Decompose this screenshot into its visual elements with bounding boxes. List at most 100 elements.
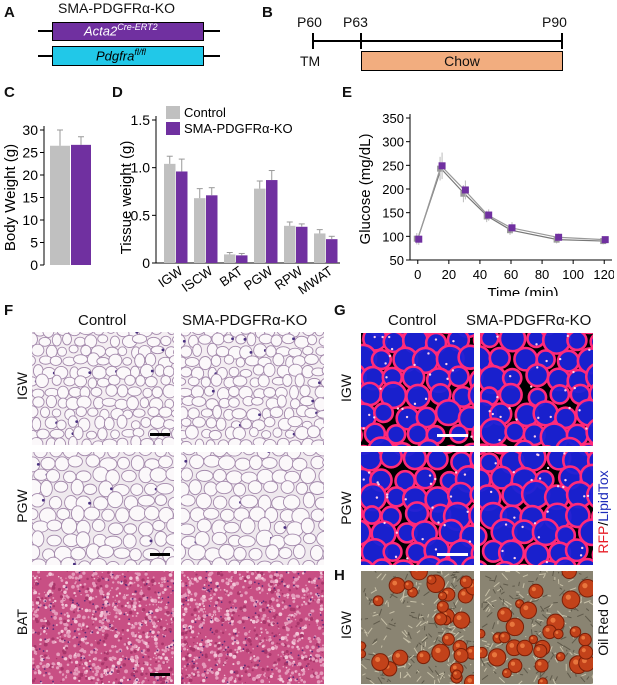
e-y-tick-label: 300 [382, 135, 404, 150]
c-y-tick-label: 0 [30, 257, 38, 273]
d-y-axis-label: Tissue weight (g) [118, 141, 135, 255]
f-col-title-ko: SMA-PDGFRα-KO [182, 312, 308, 329]
tick-p63: P63 [343, 14, 368, 30]
g-col-title-ko: SMA-PDGFRα-KO [466, 312, 592, 329]
f-he-igw-ko [181, 332, 324, 445]
c-bar-control [50, 145, 70, 265]
g-scale-bar-pgw [437, 553, 468, 556]
timeline-tick-p90 [561, 33, 563, 49]
h-side-label-wrap: Oil Red O [595, 594, 617, 655]
timeline-line [312, 40, 563, 42]
timeline-tick-p63 [360, 33, 362, 49]
d-bar-bat-control [224, 254, 236, 263]
d-bar-mwat-control [314, 233, 326, 263]
e-point-ko [415, 235, 423, 243]
h-oilred-control [361, 571, 474, 684]
c-y-axis-label: Body Weight (g) [2, 144, 19, 251]
g-fluor-pgw-ko [480, 452, 593, 565]
f-he-igw-control [32, 332, 174, 445]
tm-label: TM [300, 53, 321, 69]
g-side-label: RFP/LipidTox [595, 447, 611, 577]
e-x-tick-label: 0 [414, 267, 421, 282]
d-bar-rpw-control [284, 225, 296, 263]
c-y-tick-label: 10 [22, 212, 38, 228]
panel-letter-a: A [4, 4, 15, 21]
e-y-tick-label: 100 [382, 229, 404, 244]
gene1-label: Acta2Cre-ERT2 [84, 22, 158, 38]
panel-letter-g: G [334, 302, 346, 319]
d-bar-mwat-ko [326, 239, 338, 263]
d-x-tick-label: PGW [241, 263, 276, 294]
panel-e-chart: 50 100 150 200 250 300 350 0 20 40 60 80 100 120 Gluco… [357, 111, 614, 296]
gene1-main: Acta2 [84, 23, 118, 39]
d-bar-pgw-control [254, 188, 266, 263]
g-fluor-pgw-control [361, 452, 474, 565]
e-x-tick-label: 40 [473, 267, 487, 282]
g-fluor-igw-ko [480, 333, 593, 446]
g-side-label-lipidtox: LipidTox [595, 470, 611, 522]
f-row-igw: IGW [14, 372, 30, 400]
c-bar-ko [71, 144, 91, 265]
h-row-igw: IGW [338, 611, 354, 639]
f-he-pgw-ko [181, 452, 324, 565]
f-he-bat-ko [181, 571, 324, 684]
c-y-tick-label: 20 [22, 167, 38, 183]
d-legend-label-ko: SMA-PDGFRα-KO [184, 121, 293, 136]
e-x-tick-label: 60 [504, 267, 518, 282]
d-legend-swatch-control [166, 106, 180, 119]
f-col-title-control: Control [78, 312, 127, 329]
d-y-tick-label: 0 [142, 255, 150, 271]
e-x-axis-label: Time (min) [487, 285, 558, 296]
g-side-label-wrap: RFP/LipidTox [595, 470, 617, 553]
g-side-label-sep: / [595, 521, 611, 526]
tick-p60: P60 [297, 14, 322, 30]
g-row-pgw: PGW [338, 491, 354, 525]
d-y-tick-label: 1.0 [131, 160, 151, 176]
g-scale-bar-igw [437, 434, 468, 437]
timeline-tick-p60 [312, 33, 314, 49]
panel-letter-d: D [112, 84, 123, 101]
e-point-ko [555, 233, 563, 241]
d-y-tick-label: 1.5 [131, 112, 151, 128]
g-side-label-rfp: RFP [595, 525, 611, 554]
gene1-box [52, 22, 204, 41]
e-y-tick-label: 250 [382, 158, 404, 173]
d-x-tick-label: MWAT [295, 263, 335, 296]
g-col-title-control: Control [388, 312, 437, 329]
d-bar-igw-ko [176, 171, 188, 263]
e-point-ko [438, 162, 446, 170]
panel-letter-b: B [262, 4, 273, 21]
f-row-pgw: PGW [14, 489, 30, 523]
e-y-tick-label: 150 [382, 206, 404, 221]
c-y-tick-label: 5 [30, 235, 38, 251]
d-bar-iscw-control [194, 198, 206, 263]
gene1-sup: Cre-ERT2 [117, 22, 158, 32]
f-scale-bar-pgw [150, 553, 170, 556]
f-he-pgw-control [32, 452, 174, 565]
c-y-tick-label: 25 [22, 145, 38, 161]
e-x-tick-label: 100 [562, 267, 584, 282]
d-legend-label-control: Control [184, 105, 226, 120]
gene2-label: Pdgfrafl/fl [96, 47, 146, 63]
gene2-sup: fl/fl [134, 47, 146, 57]
tick-p90: P90 [542, 14, 567, 30]
d-bar-iscw-ko [206, 195, 218, 263]
panel-letter-h: H [334, 567, 345, 584]
f-he-bat-control [32, 571, 174, 684]
chow-bar: Chow [361, 51, 563, 71]
d-bar-bat-ko [236, 255, 248, 263]
e-y-axis-label: Glucose (mg/dL) [357, 134, 374, 245]
panel-letter-c: C [4, 84, 15, 101]
e-point-ko [508, 224, 516, 232]
e-point-ko [601, 236, 609, 244]
f-scale-bar-igw [150, 433, 170, 436]
d-x-tick-label: BAT [217, 263, 246, 289]
e-x-tick-label: 20 [442, 267, 456, 282]
gene2-box [52, 46, 204, 66]
e-y-tick-label: 200 [382, 182, 404, 197]
gene2-main: Pdgfra [96, 48, 135, 64]
f-row-bat: BAT [14, 608, 30, 636]
d-y-tick-label: 0.5 [131, 207, 151, 223]
